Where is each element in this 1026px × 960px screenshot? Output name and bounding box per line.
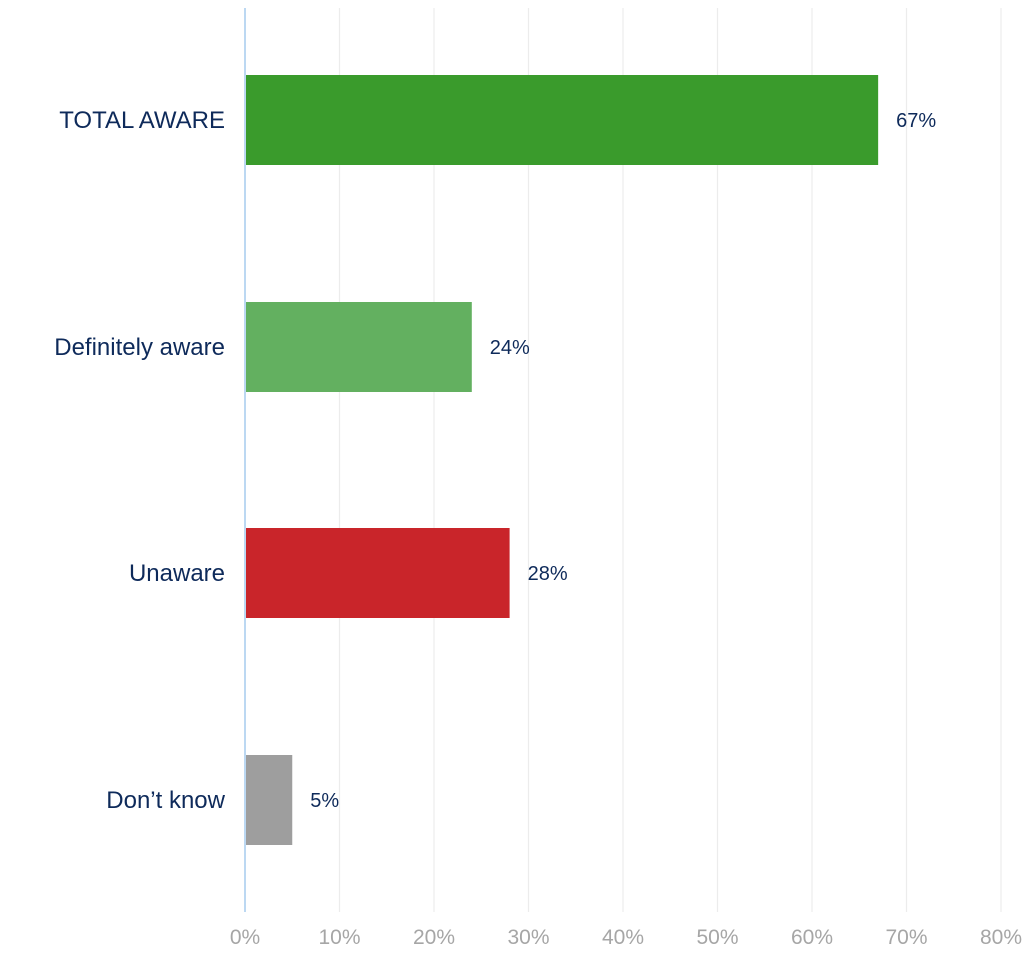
category-label-1: Definitely aware — [54, 334, 225, 361]
x-tick-label-0: 0% — [230, 926, 260, 949]
x-tick-label-50: 50% — [696, 926, 738, 949]
category-label-2: Unaware — [129, 560, 225, 587]
x-tick-label-30: 30% — [507, 926, 549, 949]
x-tick-label-80: 80% — [980, 926, 1022, 949]
bar-3 — [245, 755, 293, 845]
x-tick-label-40: 40% — [602, 926, 644, 949]
x-tick-label-20: 20% — [413, 926, 455, 949]
value-label-2: 28% — [528, 563, 568, 585]
category-label-0: TOTAL AWARE — [59, 107, 225, 134]
value-labels: 67% 24% 28% 5% — [310, 110, 936, 812]
bar-0 — [245, 75, 879, 165]
bar-1 — [245, 302, 472, 392]
category-label-3: Don’t know — [106, 787, 225, 814]
x-tick-labels: 0% 10% 20% 30% 40% 50% 60% 70% 80% — [230, 926, 1022, 949]
value-label-3: 5% — [310, 790, 339, 812]
bars — [245, 75, 879, 845]
x-tick-label-70: 70% — [885, 926, 927, 949]
x-tick-label-60: 60% — [791, 926, 833, 949]
value-label-1: 24% — [490, 337, 530, 359]
value-label-0: 67% — [896, 110, 936, 132]
x-tick-label-10: 10% — [318, 926, 360, 949]
category-labels: TOTAL AWARE Definitely aware Unaware Don’t … — [54, 107, 225, 814]
bar-2 — [245, 528, 510, 618]
